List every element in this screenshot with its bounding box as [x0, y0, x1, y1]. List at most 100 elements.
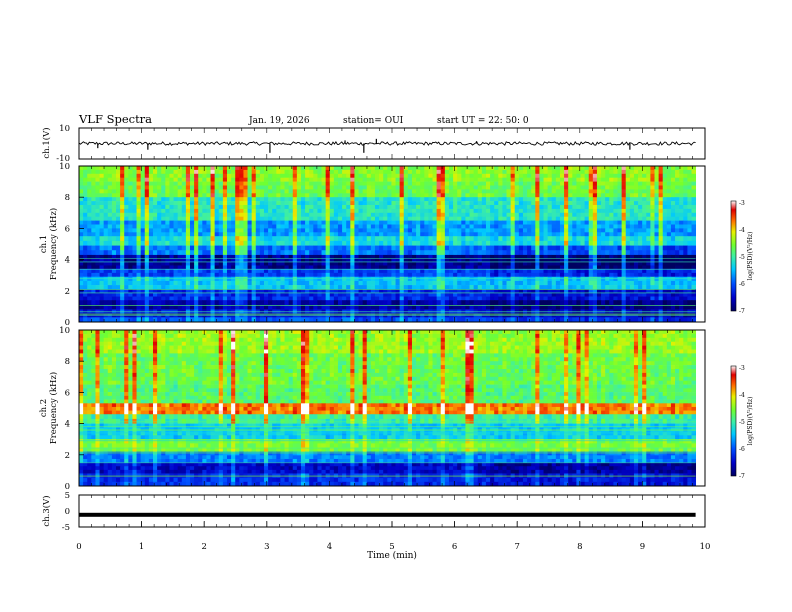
spectrogram-cell	[473, 261, 479, 266]
spectrogram-cell	[629, 201, 635, 206]
spectrogram-cell	[691, 285, 697, 290]
spectrogram-cell	[366, 189, 372, 194]
spectrogram-cell	[469, 177, 475, 182]
spectrogram-cell	[596, 276, 602, 282]
spectrogram-cell	[638, 258, 643, 263]
spectrogram-cell	[161, 280, 166, 286]
spectrogram-cell	[374, 285, 380, 290]
spectrogram-cell	[391, 258, 396, 263]
spectrogram-cell	[379, 232, 384, 237]
spectrogram-cell	[416, 189, 421, 194]
spectrogram-cell	[107, 261, 113, 266]
spectrogram-cell	[633, 236, 639, 242]
spectrogram-cell	[374, 197, 380, 202]
spectrogram-cell	[387, 280, 392, 286]
spectrogram-cell	[333, 220, 339, 225]
spectrogram-cell	[633, 228, 639, 233]
spectrogram-cell	[317, 166, 322, 171]
spectrogram-cell	[658, 276, 664, 282]
spectrogram-cell	[309, 240, 314, 246]
spectrogram-cell	[531, 173, 536, 178]
spectrogram-cell	[350, 261, 355, 266]
spectrogram-cell	[555, 292, 561, 297]
spectrogram-cell	[185, 285, 191, 290]
spectrogram-cell	[391, 185, 396, 190]
spectrogram-cell	[527, 250, 532, 256]
spectrogram-cell	[687, 280, 692, 286]
spectrogram-cell	[539, 189, 544, 194]
spectrogram-cell	[161, 205, 166, 210]
spectrogram-cell	[202, 289, 207, 294]
spectrogram-cell	[214, 201, 220, 206]
spectrogram-cell	[370, 254, 376, 259]
spectrogram-cell	[128, 265, 133, 270]
spectrogram-cell	[564, 189, 569, 194]
spectrogram-cell	[288, 189, 294, 194]
spectrogram-cell	[403, 189, 409, 194]
spectrogram-cell	[679, 197, 684, 202]
spectrogram-cell	[165, 173, 170, 178]
spectrogram-cell	[276, 292, 281, 297]
spectrogram-cell	[87, 254, 92, 259]
spectrogram-cell	[255, 181, 261, 186]
spectrogram-cell	[124, 258, 129, 263]
spectrogram-cell	[440, 216, 446, 221]
spectrogram-cell	[675, 169, 680, 175]
spectrogram-cell	[514, 216, 520, 221]
spectrogram-cell	[617, 220, 623, 225]
spectrogram-cell	[194, 212, 199, 217]
spectrogram-cell	[625, 197, 631, 202]
spectrogram-cell	[148, 169, 154, 175]
spectrogram-cell	[346, 268, 351, 274]
spectrogram-cell	[527, 261, 532, 266]
spectrogram-cell	[83, 292, 88, 297]
spectrogram-cell	[555, 166, 561, 171]
spectrogram-cell	[107, 189, 113, 194]
spectrogram-cell	[342, 181, 347, 186]
spectrogram-cell	[617, 250, 623, 256]
spectrogram-cell	[321, 166, 327, 171]
spectrogram-cell	[346, 245, 351, 251]
spectrogram-cell	[564, 268, 569, 274]
spectrogram-cell	[555, 224, 561, 229]
spectrogram-cell	[411, 193, 417, 198]
spectrogram-cell	[309, 261, 314, 266]
spectrogram-cell	[691, 208, 697, 214]
spectrogram-cell	[194, 177, 199, 182]
spectrogram-cell	[535, 189, 540, 194]
spectrogram-cell	[403, 166, 409, 171]
spectrogram-cell	[613, 208, 618, 214]
spectrogram-cell	[243, 212, 248, 217]
spectrogram-cell	[342, 212, 347, 217]
spectrogram-cell	[136, 173, 142, 178]
spectrogram-cell	[444, 261, 450, 266]
spectrogram-cell	[177, 265, 183, 270]
spectrogram-cell	[633, 181, 639, 186]
spectrogram-cell	[284, 228, 290, 233]
spectrogram-cell	[251, 220, 257, 225]
spectrogram-cell	[461, 272, 466, 278]
spectrogram-cell	[395, 232, 401, 237]
spectrogram-cell	[691, 224, 697, 229]
spectrogram-cell	[543, 250, 549, 256]
spectrogram-cell	[658, 224, 664, 229]
spectrogram-cell	[572, 236, 577, 242]
spectrogram-cell	[214, 181, 220, 186]
spectrogram-cell	[366, 268, 372, 274]
spectrogram-cell	[650, 292, 655, 297]
spectrogram-cell	[617, 261, 623, 266]
spectrogram-cell	[416, 250, 421, 256]
spectrogram-cell	[543, 258, 549, 263]
spectrogram-cell	[592, 250, 598, 256]
spectrogram-cell	[214, 220, 220, 225]
spectrogram-cell	[263, 185, 269, 190]
spectrogram-cell	[222, 276, 228, 282]
spectrogram-cell	[128, 208, 133, 214]
spectrogram-cell	[79, 285, 84, 290]
spectrogram-cell	[670, 265, 676, 270]
spectrogram-cell	[280, 285, 285, 290]
spectrogram-cell	[592, 236, 598, 242]
spectrogram-cell	[325, 216, 331, 221]
spectrogram-cell	[83, 280, 88, 286]
spectrogram-cell	[333, 272, 339, 278]
